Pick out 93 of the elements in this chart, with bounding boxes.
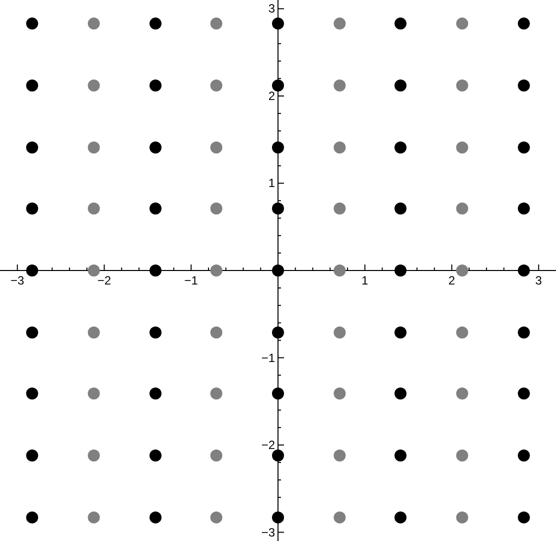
point xyxy=(272,511,284,524)
point xyxy=(334,388,346,400)
y-tick-label: 3 xyxy=(268,2,276,16)
point xyxy=(394,18,406,30)
point xyxy=(272,264,284,276)
point xyxy=(334,202,346,215)
point xyxy=(456,264,468,276)
point xyxy=(272,141,284,154)
point xyxy=(456,388,468,400)
point xyxy=(334,449,346,462)
point xyxy=(210,264,222,276)
point xyxy=(456,141,468,154)
point xyxy=(88,326,100,338)
point xyxy=(88,18,100,30)
point xyxy=(456,326,468,338)
point xyxy=(394,80,406,92)
point xyxy=(394,264,406,276)
y-tick-label: 2 xyxy=(268,88,276,103)
point xyxy=(88,80,100,92)
point xyxy=(334,80,346,92)
point xyxy=(26,388,38,400)
point xyxy=(334,141,346,154)
point xyxy=(88,141,100,154)
point xyxy=(26,80,38,92)
point xyxy=(518,511,530,524)
point xyxy=(518,326,530,338)
point xyxy=(150,202,162,215)
point xyxy=(150,18,162,30)
x-tick-label: 2 xyxy=(448,274,456,288)
y-tick-label: 1 xyxy=(268,176,276,190)
point xyxy=(456,449,468,462)
point xyxy=(150,449,162,462)
point xyxy=(394,202,406,215)
point xyxy=(334,511,346,524)
point xyxy=(456,511,468,524)
x-tick-label: −2 xyxy=(97,274,112,288)
point xyxy=(150,326,162,338)
point xyxy=(272,326,284,338)
point xyxy=(518,80,530,92)
point xyxy=(334,18,346,30)
point xyxy=(394,511,406,524)
point xyxy=(210,18,222,30)
y-tick-label: −2 xyxy=(261,438,276,452)
point xyxy=(272,202,284,215)
point xyxy=(518,141,530,154)
point xyxy=(456,202,468,215)
point xyxy=(150,511,162,524)
point xyxy=(518,18,530,30)
point xyxy=(394,326,406,338)
point xyxy=(518,202,530,215)
point xyxy=(150,388,162,400)
point xyxy=(272,388,284,400)
x-tick-label: −1 xyxy=(184,274,198,288)
point xyxy=(210,141,222,154)
point xyxy=(210,202,222,215)
point xyxy=(150,264,162,276)
point xyxy=(26,449,38,462)
point xyxy=(88,511,100,524)
y-tick-label: −3 xyxy=(261,525,276,540)
point xyxy=(518,449,530,462)
point xyxy=(272,18,284,30)
x-tick-label: 1 xyxy=(362,274,369,288)
point xyxy=(88,202,100,215)
y-tick-label: −1 xyxy=(261,350,276,365)
point xyxy=(26,141,38,154)
point xyxy=(210,449,222,462)
point xyxy=(394,141,406,154)
point xyxy=(88,264,100,276)
point xyxy=(210,388,222,400)
point xyxy=(210,511,222,524)
point xyxy=(210,80,222,92)
point xyxy=(150,80,162,92)
point xyxy=(26,264,38,276)
point xyxy=(334,264,346,276)
point xyxy=(26,202,38,215)
point xyxy=(456,18,468,30)
point xyxy=(150,141,162,154)
point xyxy=(456,80,468,92)
point xyxy=(394,388,406,400)
x-tick-label: −3 xyxy=(10,274,25,288)
point xyxy=(26,511,38,524)
point xyxy=(272,80,284,92)
point xyxy=(272,449,284,462)
point xyxy=(394,449,406,462)
point xyxy=(518,264,530,276)
point xyxy=(26,326,38,338)
x-tick-label: 3 xyxy=(535,274,542,288)
point xyxy=(518,388,530,400)
point xyxy=(210,326,222,338)
point xyxy=(334,326,346,338)
point xyxy=(88,388,100,400)
point xyxy=(88,449,100,462)
point xyxy=(26,18,38,30)
